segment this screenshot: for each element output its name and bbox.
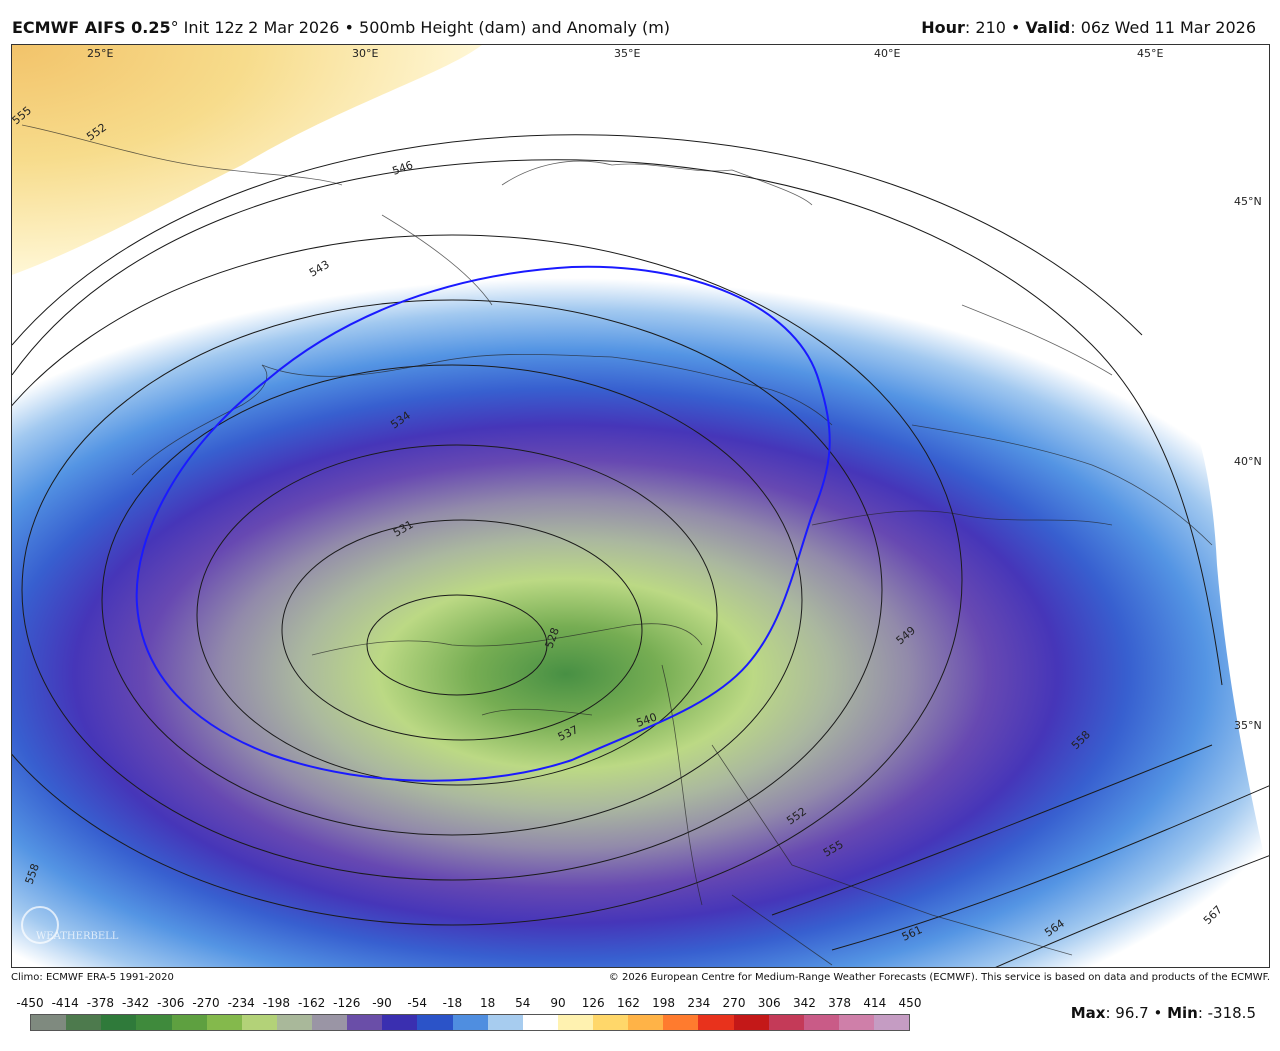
colorbar-swatch: [628, 1015, 664, 1030]
colorbar-tick-label: -234: [227, 996, 255, 1010]
lon-label: 45°E: [1137, 47, 1163, 60]
colorbar-tick-label: -18: [442, 996, 463, 1010]
colorbar-tick-label: 162: [616, 996, 640, 1010]
header-valid-time: Hour: 210 • Valid: 06z Wed 11 Mar 2026: [921, 18, 1256, 38]
colorbar-tick-label: -162: [297, 996, 326, 1010]
lon-label: 25°E: [87, 47, 113, 60]
hour-label: Hour: [921, 18, 965, 37]
540-dam-contour: [135, 265, 831, 782]
colorbar-swatch: [593, 1015, 629, 1030]
colorbar-swatch: [768, 1015, 804, 1030]
colorbar-tick-label: -54: [407, 996, 427, 1010]
colorbar-tick-label: 306: [757, 996, 781, 1010]
colorbar-tick-label: 54: [515, 996, 531, 1010]
colorbar-tick-label: 126: [581, 996, 605, 1010]
coastlines-borders: [21, 124, 1213, 966]
colorbar-swatch: [31, 1015, 67, 1030]
colorbar-tick-label: 342: [792, 996, 816, 1010]
colorbar-tick-label: -342: [121, 996, 150, 1010]
colorbar-tick-label: 18: [479, 996, 496, 1010]
colorbar-swatch: [312, 1015, 348, 1030]
colorbar-tick-label: -414: [51, 996, 79, 1010]
lat-label: 35°N: [1234, 719, 1262, 732]
max-label: Max: [1070, 1004, 1106, 1022]
colorbar-swatch: [487, 1015, 523, 1030]
colorbar-tick-labels: -450 -414 -378 -342 -306 -270 -234 -198 -162 -126…: [16, 996, 922, 1012]
colorbar-tick-label: 378: [828, 996, 852, 1010]
colorbar-tick-label: -90: [372, 996, 392, 1010]
anomaly-map: 25°E 30°E 35°E 40°E 45°E 45°N 40°N 35°N …: [12, 45, 1269, 967]
colorbar-tick-label: 90: [550, 996, 566, 1010]
valid-value: : 06z Wed 11 Mar 2026: [1070, 18, 1256, 37]
colorbar-swatch: [241, 1015, 277, 1030]
lat-labels: 45°N 40°N 35°N: [1234, 195, 1262, 732]
colorbar-swatch: [171, 1015, 207, 1030]
colorbar-tick-label: 198: [652, 996, 676, 1010]
negative-anomaly-region: [12, 149, 1269, 967]
colorbar-tick-label: 450: [898, 996, 922, 1010]
colorbar-swatch: [733, 1015, 769, 1030]
colorbar-swatch: [66, 1015, 102, 1030]
hour-value: : 210 •: [964, 18, 1026, 37]
colorbar-swatch: [557, 1015, 593, 1030]
climo-text: Climo: ECMWF ERA-5 1991-2020: [11, 972, 174, 983]
lat-label: 40°N: [1234, 455, 1262, 468]
height-contours: [12, 134, 1269, 967]
init-text: Init 12z 2 Mar 2026 • 500mb Height (dam)…: [178, 18, 671, 37]
colorbar-tick-label: -126: [333, 996, 361, 1010]
lon-labels: 25°E 30°E 35°E 40°E 45°E: [87, 47, 1163, 60]
valid-label: Valid: [1025, 18, 1071, 37]
colorbar-tick-label: -450: [16, 996, 44, 1010]
header: ECMWF AIFS 0.25° Init 12z 2 Mar 2026 • 5…: [0, 0, 1280, 44]
colorbar-swatch: [417, 1015, 453, 1030]
colorbar-tick-label: 270: [722, 996, 746, 1010]
model-name: ECMWF AIFS 0.25: [12, 18, 171, 37]
colorbar-tick-label: 234: [687, 996, 711, 1010]
colorbar-swatch: [803, 1015, 839, 1030]
header-title: ECMWF AIFS 0.25° Init 12z 2 Mar 2026 • 5…: [12, 18, 670, 38]
colorbar-swatch: [522, 1015, 558, 1030]
colorbar-swatch: [382, 1015, 418, 1030]
colorbar-swatch: [452, 1015, 488, 1030]
colorbar-swatch: [838, 1015, 874, 1030]
colorbar-swatch: [663, 1015, 699, 1030]
colorbar-swatch: [698, 1015, 734, 1030]
colorbar-swatch: [101, 1015, 137, 1030]
colorbar-swatch: [136, 1015, 172, 1030]
min-value: : -318.5: [1197, 1004, 1256, 1022]
colorbar-swatch: [206, 1015, 242, 1030]
colorbar-tick-label: -198: [262, 996, 291, 1010]
colorbar: [30, 1014, 910, 1031]
colorbar-swatch: [874, 1015, 910, 1030]
degree-sign: °: [170, 18, 179, 37]
colorbar-swatch: [347, 1015, 383, 1030]
credits-bar: Climo: ECMWF ERA-5 1991-2020 © 2026 Euro…: [11, 970, 1270, 986]
watermark-logo: WEATHERBELL: [21, 906, 119, 944]
max-value: : 96.7 •: [1105, 1004, 1168, 1022]
min-label: Min: [1167, 1004, 1198, 1022]
colorbar-swatch: [276, 1015, 312, 1030]
map-panel[interactable]: 25°E 30°E 35°E 40°E 45°E 45°N 40°N 35°N …: [11, 44, 1270, 968]
colorbar-tick-label: -270: [192, 996, 220, 1010]
lon-label: 35°E: [614, 47, 640, 60]
watermark-text: WEATHERBELL: [36, 931, 119, 942]
positive-anomaly-region: [12, 45, 482, 275]
colorbar-tick-label: -306: [157, 996, 185, 1010]
colorbar-tick-label: 414: [863, 996, 887, 1010]
lon-label: 40°E: [874, 47, 900, 60]
max-min-readout: Max: 96.7 • Min: -318.5: [1071, 1004, 1256, 1022]
lat-label: 45°N: [1234, 195, 1262, 208]
lon-label: 30°E: [352, 47, 378, 60]
copyright-text: © 2026 European Centre for Medium-Range …: [608, 972, 1270, 983]
colorbar-tick-label: -378: [86, 996, 115, 1010]
